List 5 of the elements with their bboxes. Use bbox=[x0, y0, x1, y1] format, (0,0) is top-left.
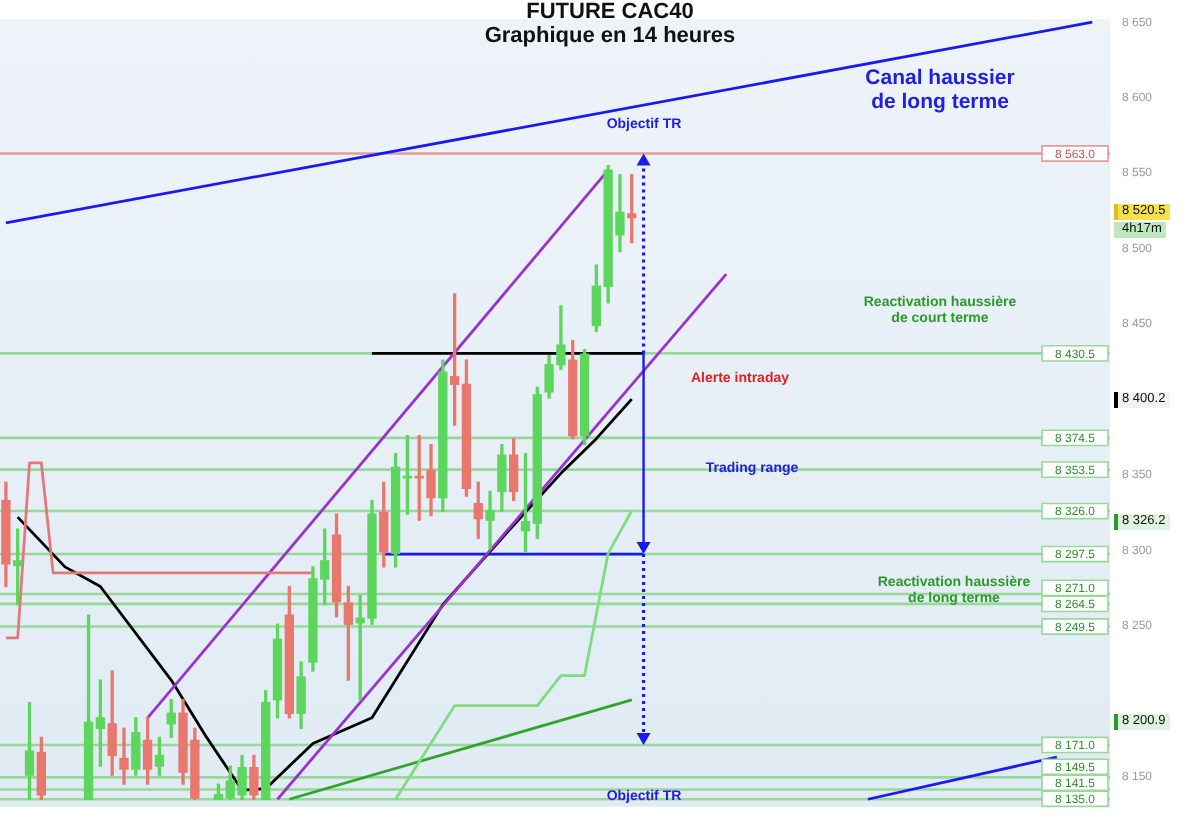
annotation: Canal haussier de long terme bbox=[865, 65, 1015, 115]
chart-title: FUTURE CAC40 bbox=[526, 0, 694, 24]
candlestick bbox=[119, 727, 129, 785]
chart-subtitle: Graphique en 14 heures bbox=[484, 24, 736, 48]
candlestick bbox=[485, 490, 495, 550]
